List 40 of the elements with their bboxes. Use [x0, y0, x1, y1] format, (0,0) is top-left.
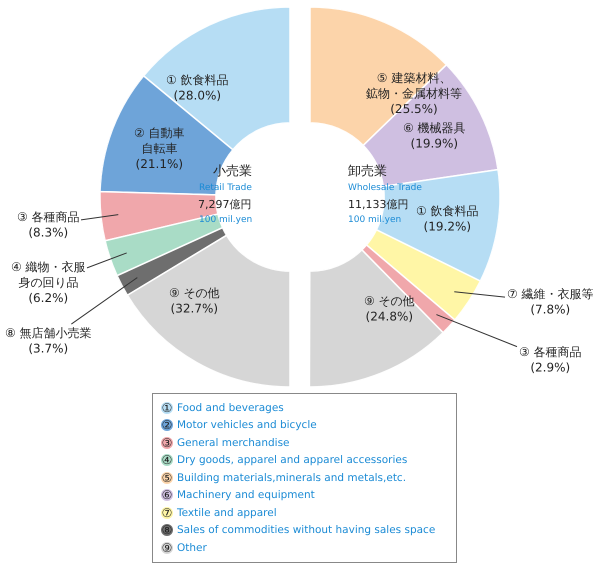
slice-label: ① 飲食料品 [166, 73, 229, 87]
data-label: (6.2%) [28, 291, 68, 306]
data-label: (3.7%) [28, 342, 68, 356]
text: 7,297億円 [198, 198, 252, 211]
data-label: (19.2%) [424, 220, 472, 234]
category-label: ⑤ Building materials,minerals and metals,etc. [161, 470, 406, 485]
text: 100 mil.yen [199, 215, 252, 225]
slice-label: ③ 各種商品 [17, 210, 80, 224]
slice-label: ⑨ その他 [364, 294, 415, 308]
slice-label: ⑧ 無店舗小売業 [5, 326, 92, 340]
slice-label: ⑤ 建築材料、鉱物・金属材料等 [366, 71, 462, 101]
category-label: ⑨ Other [161, 540, 207, 555]
text: 11,133億円 [348, 198, 408, 211]
category-label: ③ General merchandise [161, 436, 290, 450]
slice-label: ④ 織物・衣服身の回り品 [11, 260, 86, 290]
category-label: ① Food and beverages [161, 400, 284, 415]
category-label: ⑧ Sales of commodities without having sales space [161, 523, 436, 538]
data-label: (21.1%) [136, 157, 184, 172]
text: 100 mil.yen [348, 215, 402, 225]
data-label: (24.8%) [366, 310, 414, 324]
category-label: ⑥ Machinery and equipment [161, 488, 315, 502]
text: 小売業 [213, 164, 252, 179]
slice-label: ③ 各種商品 [519, 345, 582, 359]
data-label: (28.0%) [174, 88, 222, 103]
data-label: (32.7%) [170, 302, 218, 316]
text: Wholesale Trade [348, 183, 422, 193]
slice-label: ① 飲食料品 [416, 204, 479, 218]
data-label: (25.5%) [390, 102, 438, 116]
slice-label: ⑨ その他 [169, 286, 220, 300]
data-label: (2.9%) [530, 360, 570, 375]
text: 卸売業 [348, 164, 387, 179]
data-label: (7.8%) [530, 302, 570, 317]
category-label: ⑦ Textile and apparel [161, 506, 277, 520]
slice-label: ⑥ 機械器具 [403, 121, 466, 135]
slice-label: ⑦ 繊維・衣服等 [507, 287, 594, 301]
category-label: ② Motor vehicles and bicycle [161, 418, 317, 432]
category-label: ④ Dry goods, apparel and apparel accessories [161, 453, 408, 468]
data-label: (8.3%) [28, 226, 68, 240]
slice-label: ② 自動車自転車 [134, 126, 185, 156]
data-label: (19.9%) [410, 136, 458, 151]
